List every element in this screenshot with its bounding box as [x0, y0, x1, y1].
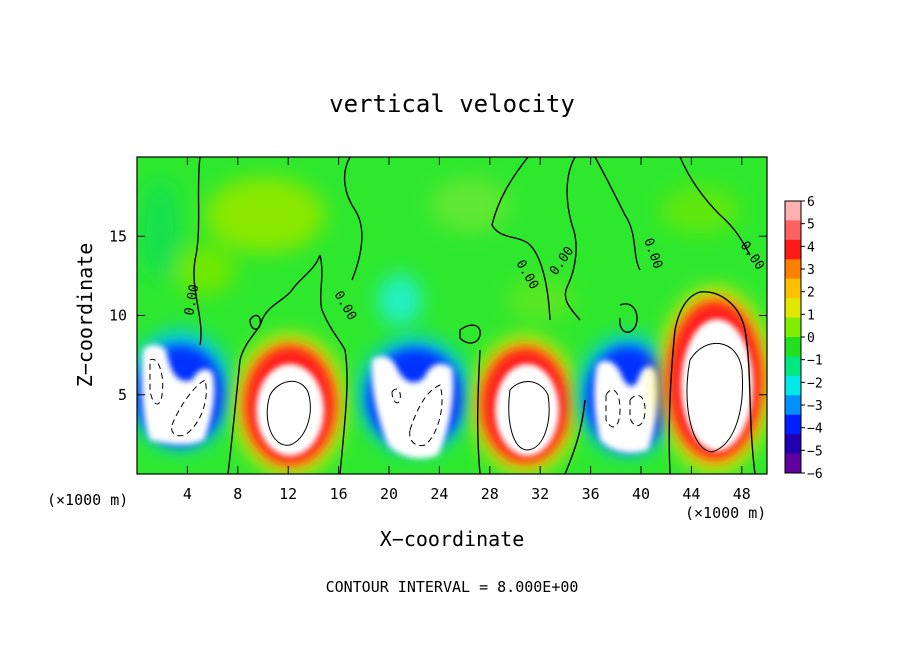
negative-contours [149, 358, 646, 447]
colorbar-swatch [785, 453, 801, 474]
x-tick-label: 20 [380, 485, 398, 503]
x-tick-label: 12 [279, 485, 297, 503]
field-patch [140, 180, 180, 280]
x-unit-left: (×1000 m) [47, 491, 128, 509]
contour-line [476, 349, 481, 474]
x-axis-label: X−coordinate [380, 527, 525, 551]
colorbar-tick-label: 4 [807, 240, 815, 255]
colorbar-swatch [785, 201, 801, 221]
x-tick-label: 16 [330, 485, 348, 503]
downdraft-cell-2 [359, 337, 471, 459]
colorbar-swatch [785, 278, 801, 299]
updraft-cell-1 [235, 335, 345, 474]
x-tick-label: 32 [531, 485, 549, 503]
field-patch [378, 274, 422, 326]
colorbar-swatch [785, 239, 801, 260]
contour-line [319, 254, 348, 474]
colorbar-tick-label: 5 [807, 218, 815, 233]
field-patch [175, 245, 235, 295]
colorbar-swatch [785, 395, 801, 416]
contour-line [564, 399, 586, 474]
y-tick-label: 5 [118, 386, 127, 404]
plot-field [137, 157, 767, 474]
x-tick-label: 36 [582, 485, 600, 503]
contour-label: 0.00 [182, 283, 202, 316]
contour-line [594, 157, 641, 271]
contour-line [686, 343, 743, 453]
x-tick-label: 48 [733, 485, 751, 503]
colorbar-tick-label: 2 [807, 286, 815, 301]
x-unit-right: (×1000 m) [685, 504, 766, 522]
chart-title: vertical velocity [329, 90, 575, 118]
contour-interval-footer: CONTOUR INTERVAL = 8.000E+00 [326, 578, 579, 596]
colorbar: 6 5 4 3 2 1 0 −1 −2 −3 −4 −5 −6 [784, 195, 823, 482]
contour-line [629, 395, 646, 427]
field-patch [205, 177, 325, 253]
contour-line [171, 379, 207, 437]
field-patch [505, 278, 575, 322]
contour-line [679, 157, 751, 256]
colorbar-swatch [785, 298, 801, 319]
colorbar-tick-label: −2 [807, 376, 823, 391]
contour-line [266, 381, 311, 446]
colorbar-swatch [785, 356, 801, 377]
colorbar-swatch [785, 434, 801, 455]
colorbar-swatch [785, 375, 801, 396]
colorbar-tick-label: 6 [807, 195, 815, 210]
contour-line [227, 254, 321, 474]
x-tick-label: 44 [682, 485, 700, 503]
contour-line [491, 157, 551, 321]
colorbar-tick-label: −5 [807, 444, 823, 459]
x-tick-label: 4 [183, 485, 192, 503]
y-tick-label: 15 [109, 227, 127, 245]
colorbar-swatch [785, 220, 801, 241]
colorbar-swatch [785, 414, 801, 435]
contour-line [249, 314, 262, 330]
colorbar-tick-label: −6 [807, 467, 823, 482]
field-patch [660, 186, 740, 234]
y-tick-label: 10 [109, 307, 127, 325]
contour-line [619, 303, 638, 333]
y-axis: 5 10 15 [109, 227, 767, 404]
contour-line [564, 157, 581, 321]
colorbar-swatch [785, 259, 801, 280]
colorbar-tick-label: 1 [807, 308, 815, 323]
updraft-cell-3 [659, 288, 767, 472]
colorbar-tick-label: −4 [807, 422, 823, 437]
x-axis: 4 8 12 16 20 24 28 32 36 40 44 48 [183, 157, 751, 503]
colorbar-tick-label: 3 [807, 263, 815, 278]
y-axis-label: Z−coordinate [73, 243, 97, 388]
contour-line [459, 324, 481, 344]
contour-line [149, 358, 164, 405]
positive-contours [266, 343, 743, 453]
contour-line [409, 384, 443, 447]
colorbar-tick-label: 0 [807, 331, 815, 346]
colorbar-tick-label: −3 [807, 399, 823, 414]
x-tick-label: 28 [481, 485, 499, 503]
x-tick-label: 40 [632, 485, 650, 503]
downdraft-cell-3 [578, 335, 678, 455]
contour-line [605, 389, 621, 428]
downdraft-cell-1 [137, 330, 232, 450]
x-tick-label: 8 [233, 485, 242, 503]
contour-line [343, 157, 363, 281]
contour-line [668, 291, 756, 474]
x-tick-label: 24 [430, 485, 448, 503]
field-patch [430, 177, 510, 233]
colorbar-tick-label: −1 [807, 354, 823, 369]
updraft-cell-2 [473, 337, 577, 473]
contour-line [508, 381, 550, 451]
contour-line [193, 157, 202, 346]
colorbar-swatch [785, 317, 801, 338]
contour-line [391, 388, 401, 404]
colorbar-swatch [785, 337, 801, 357]
zero-contours [193, 157, 756, 474]
